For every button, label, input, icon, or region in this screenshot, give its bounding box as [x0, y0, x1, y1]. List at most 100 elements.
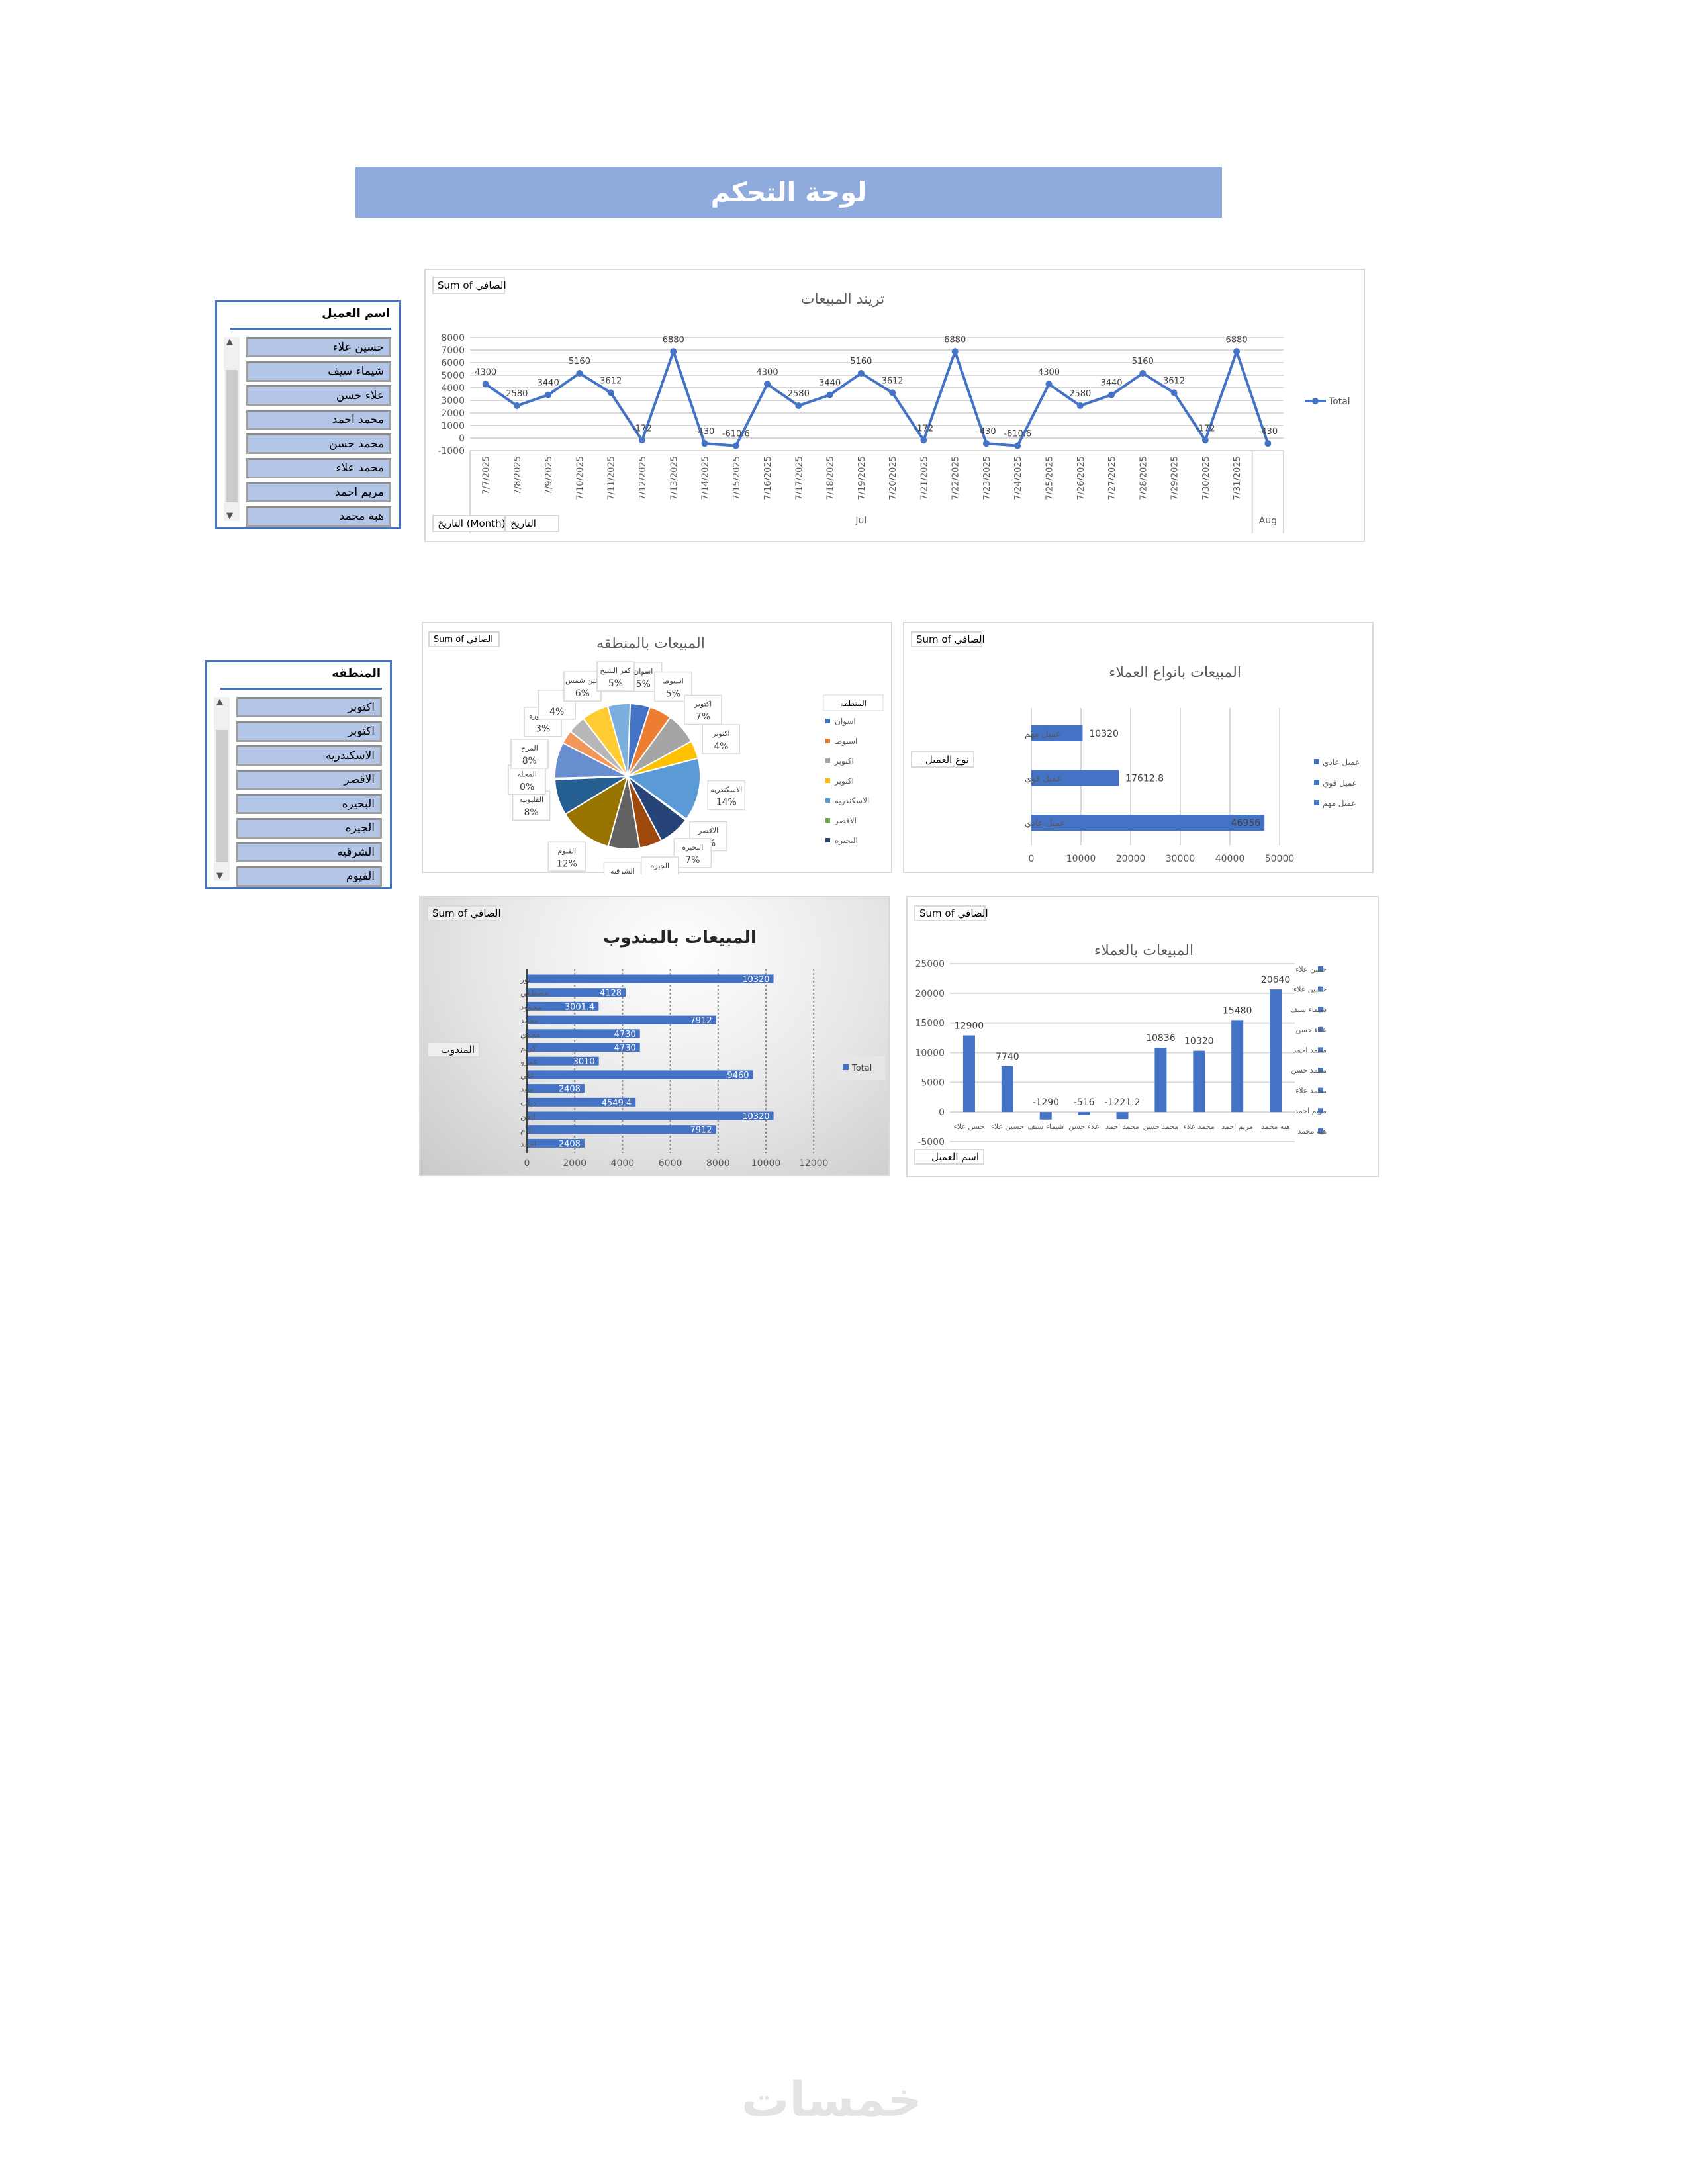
- value-field-button[interactable]: Sum of الصافي: [427, 905, 501, 921]
- x-tick-label: 0: [1029, 854, 1035, 864]
- data-label: 4730: [614, 1030, 636, 1040]
- x-group-label: Aug: [1259, 516, 1277, 526]
- legend-marker: [1312, 398, 1319, 404]
- data-label: 2580: [506, 389, 528, 399]
- legend-label: اكتوبر: [834, 756, 854, 766]
- x-group-label: Jul: [855, 516, 867, 526]
- slicer-item[interactable]: الفيوم: [236, 866, 382, 887]
- data-label: 2580: [788, 389, 810, 399]
- slicer-item[interactable]: مريم احمد: [246, 482, 391, 502]
- scrollbar-thumb[interactable]: [226, 370, 238, 502]
- data-label: 4730: [614, 1044, 636, 1054]
- slicer-item[interactable]: اكتوبر: [236, 697, 382, 717]
- slicer-item[interactable]: هبه محمد: [246, 506, 391, 527]
- data-label: 2580: [1069, 389, 1091, 399]
- data-label: 10320: [1089, 729, 1119, 739]
- data-point: [982, 440, 990, 447]
- slicer-item[interactable]: محمد علاء: [246, 457, 391, 478]
- data-point: [701, 440, 708, 447]
- data-label-percent: 6%: [575, 688, 590, 699]
- value-field-button[interactable]: Sum of الصافي: [914, 905, 988, 921]
- watermark-logo: خمسات: [741, 2071, 922, 2127]
- scroll-down-icon[interactable]: ▼: [226, 511, 233, 521]
- sales-by-rep-chart[interactable]: 0 2000 4000 6000 8000 10000 12000 نور 10320 مصطفي…: [419, 896, 890, 1176]
- chart-title: المبيعات بالمنطقه: [596, 635, 705, 652]
- x-category-label: محمد احمد: [1105, 1122, 1139, 1131]
- data-label: 12900: [955, 1021, 984, 1031]
- chart-title: تريند المبيعات: [800, 291, 885, 308]
- sales-by-region-chart[interactable]: اسوان 5% اسيوط 5% اكتوبر 7% اكتوبر 4% الاسكندريه…: [422, 622, 892, 874]
- data-label-percent: 8%: [522, 756, 537, 766]
- slicer-item[interactable]: البحيره: [236, 794, 382, 814]
- data-point: [670, 348, 677, 355]
- x-tick-label: 7/23/2025: [982, 456, 992, 500]
- slicer-item[interactable]: الشرقيه: [236, 842, 382, 862]
- divider: [220, 688, 382, 690]
- axis-field-button[interactable]: اسم العميل: [914, 1149, 984, 1165]
- legend-swatch: [1318, 1087, 1323, 1093]
- slicer-item[interactable]: محمد حسن: [246, 433, 391, 454]
- legend-swatch: [825, 818, 830, 823]
- y-tick-label: 1000: [441, 421, 465, 432]
- slicer-item[interactable]: الجيزه: [236, 817, 382, 839]
- data-label: -430: [1258, 427, 1278, 437]
- data-label-percent: 7%: [696, 711, 710, 722]
- data-label: 4128: [600, 989, 622, 999]
- chart-title: المبيعات بالمندوب: [603, 928, 757, 948]
- legend-label: محمد علاء: [1295, 1087, 1327, 1095]
- data-point: [482, 381, 489, 388]
- pie-slice: [606, 703, 632, 777]
- slicer-item[interactable]: اكتوبر: [236, 721, 382, 742]
- slicer-item[interactable]: الاقصر: [236, 769, 382, 790]
- y-tick-label: 4000: [441, 383, 465, 394]
- x-tick-label: 7/16/2025: [763, 456, 773, 500]
- value-field-button[interactable]: Sum of الصافي: [911, 631, 985, 647]
- y-tick-label: 5000: [441, 371, 465, 381]
- legend-label: علاء حسن: [1295, 1026, 1327, 1034]
- data-label: 10320: [1184, 1036, 1214, 1047]
- axis-field-button[interactable]: نوع العميل: [911, 751, 974, 768]
- chart-title: المبيعات بانواع العملاء: [1109, 664, 1241, 681]
- data-label: 7912: [690, 1126, 712, 1136]
- data-point: [732, 442, 739, 449]
- sales-trend-chart[interactable]: 8000 7000 6000 5000 4000 3000 2000 1000 0 -1000 43…: [424, 269, 1365, 542]
- x-tick-label: 7/9/2025: [544, 456, 554, 494]
- axis-field-button-date[interactable]: التاريخ: [505, 515, 559, 532]
- scroll-up-icon[interactable]: ▲: [216, 697, 223, 707]
- sales-by-customer-chart[interactable]: 25000 20000 15000 10000 5000 0 -5000 12900 حسن ع…: [906, 896, 1379, 1177]
- slicer-item[interactable]: شيماء سيف: [246, 361, 391, 382]
- slicer-item[interactable]: الاسكندريه: [236, 745, 382, 766]
- data-label: 4300: [1038, 367, 1060, 377]
- bar: [1031, 725, 1083, 741]
- data-label-name: الاسكندريه: [710, 785, 742, 794]
- y-category-label: محمود: [520, 1002, 542, 1012]
- axis-field-button-month[interactable]: التاريخ (Month): [432, 515, 505, 532]
- bar: [527, 1001, 599, 1011]
- data-label: 46956: [1231, 818, 1261, 829]
- slicer-item[interactable]: علاء حسن: [246, 385, 391, 406]
- data-label: 2408: [559, 1085, 581, 1095]
- data-label: -1221.2: [1104, 1097, 1140, 1108]
- legend-title: المنطقه: [840, 699, 867, 708]
- value-field-button[interactable]: Sum of الصافي: [432, 277, 506, 294]
- bar: [527, 1138, 585, 1148]
- x-category-label: علاء حسن: [1068, 1122, 1100, 1131]
- slicer-item[interactable]: محمد احمد: [246, 409, 391, 430]
- scrollbar-thumb[interactable]: [216, 730, 228, 862]
- scroll-up-icon[interactable]: ▲: [226, 337, 233, 347]
- column-bar: [1078, 1112, 1090, 1115]
- axis-field-button[interactable]: المندوب: [427, 1042, 480, 1058]
- data-label-name: الشرقيه: [610, 867, 635, 874]
- scroll-down-icon[interactable]: ▼: [216, 871, 223, 881]
- slicer-scrollbar[interactable]: ▲ ▼: [224, 337, 240, 521]
- sales-by-customer-type-chart[interactable]: 0 10000 20000 30000 40000 50000 عميل مهم 10320 ع…: [903, 622, 1374, 873]
- x-category-label: هبه محمد: [1261, 1122, 1290, 1131]
- data-point: [920, 437, 927, 444]
- slicer-item[interactable]: حسين علاء: [246, 337, 391, 357]
- value-field-button[interactable]: Sum of الصافي: [428, 631, 500, 647]
- x-tick-label: 6000: [659, 1158, 682, 1169]
- legend-swatch: [825, 798, 830, 803]
- slicer-scrollbar[interactable]: ▲ ▼: [214, 697, 230, 881]
- legend-label: الاسكندريه: [835, 796, 869, 806]
- bar: [527, 1070, 753, 1079]
